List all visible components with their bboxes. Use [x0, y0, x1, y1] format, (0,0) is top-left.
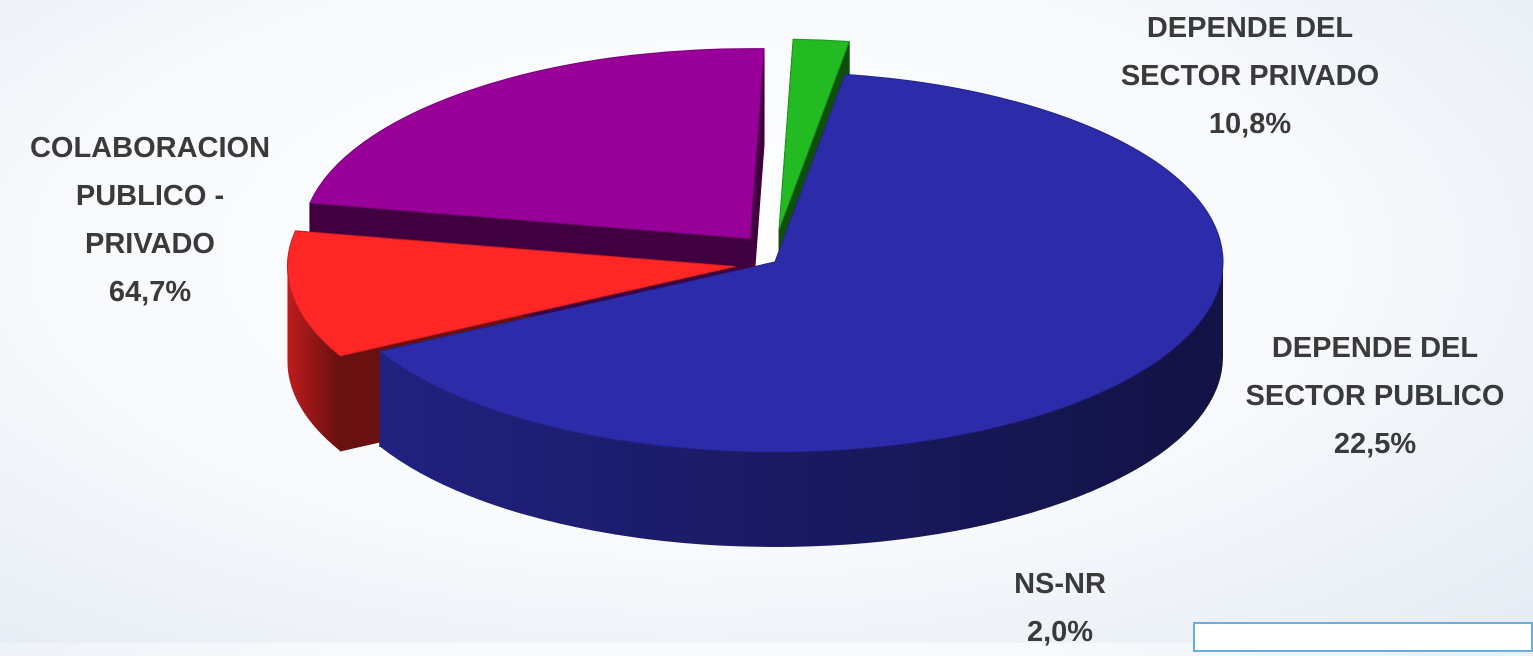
slice-tops: [286, 38, 1224, 453]
label-pub-value: 22,5%: [1333, 428, 1417, 460]
label-colaboracion-publico-privado: COLABORACION PUBLICO - PRIVADO 64,7%: [0, 124, 300, 316]
label-priv-line-1: DEPENDE DEL: [1146, 12, 1354, 44]
label-priv-value: 10,8%: [1208, 108, 1292, 140]
slice-colab-outer-wall: [379, 262, 1223, 547]
corner-frame: [1193, 622, 1533, 652]
label-colab-line-1: COLABORACION: [29, 132, 271, 164]
label-colab-line-2: PUBLICO -: [75, 180, 225, 212]
label-depende-sector-privado: DEPENDE DEL SECTOR PRIVADO 10,8%: [1085, 4, 1415, 148]
label-colab-value: 64,7%: [108, 276, 192, 308]
label-ns-nr: NS-NR 2,0%: [985, 560, 1135, 656]
slice-priv: [286, 230, 736, 357]
label-nsnr-line-1: NS-NR: [1014, 568, 1106, 600]
label-pub-line-2: SECTOR PUBLICO: [1245, 380, 1505, 412]
label-colab-line-3: PRIVADO: [85, 228, 215, 260]
slice-nsnr: [778, 38, 850, 230]
label-depende-sector-publico: DEPENDE DEL SECTOR PUBLICO 22,5%: [1225, 324, 1525, 468]
label-priv-line-2: SECTOR PRIVADO: [1120, 60, 1380, 92]
label-pub-line-1: DEPENDE DEL: [1271, 332, 1479, 364]
slice-colab: [378, 73, 1224, 453]
slice-pub: [309, 48, 765, 240]
label-nsnr-value: 2,0%: [1026, 616, 1094, 648]
